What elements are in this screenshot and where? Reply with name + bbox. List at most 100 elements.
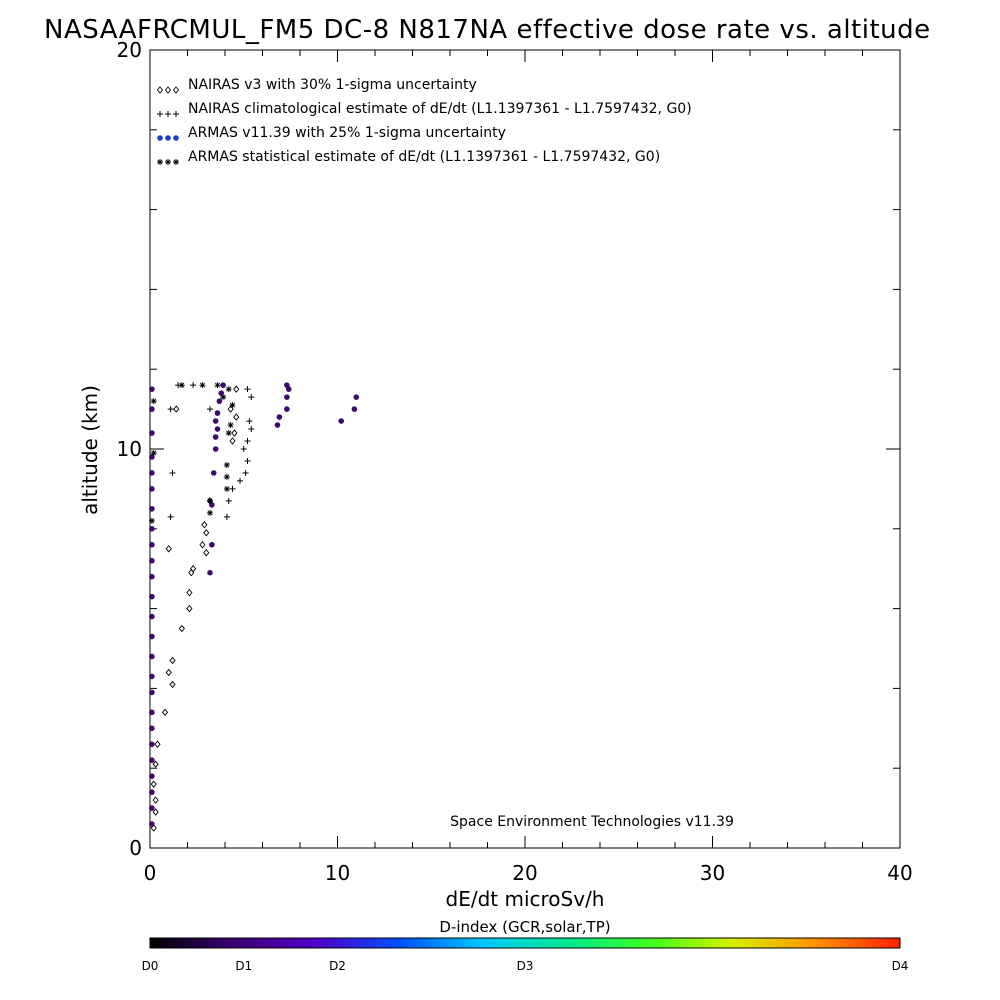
legend-marker-glyph: [165, 111, 171, 117]
legend-marker-glyph: [157, 135, 163, 141]
x-tick-label: 10: [325, 861, 350, 885]
data-point-dot: [149, 633, 155, 640]
data-point-diamond: [231, 429, 238, 437]
colorbar-tick-label: D1: [235, 959, 252, 973]
data-point-diamond: [178, 624, 185, 633]
data-point-star: [220, 394, 227, 401]
data-point-dot: [149, 573, 155, 580]
data-point-dot: [212, 446, 219, 452]
data-point-diamond: [233, 413, 240, 421]
data-point-dot: [149, 653, 155, 660]
data-point-plus: [240, 446, 247, 452]
data-point-dot: [209, 541, 215, 548]
data-point-dot: [149, 789, 155, 795]
data-point-star: [199, 382, 206, 389]
data-point-diamond: [233, 385, 240, 393]
data-point-diamond: [199, 541, 206, 549]
legend-marker-glyph: [156, 86, 164, 94]
data-point-diamond: [203, 549, 210, 557]
data-point-star: [225, 430, 232, 437]
data-point-star: [178, 382, 185, 389]
data-point-diamond: [150, 780, 157, 788]
data-point-diamond: [169, 656, 176, 665]
data-point-diamond: [169, 680, 176, 689]
data-point-dot: [274, 422, 281, 428]
data-point-plus: [244, 386, 251, 393]
legend-label: ARMAS v11.39 with 25% 1-sigma uncertaint…: [188, 125, 506, 141]
legend-item: NAIRAS climatological estimate of dE/dt …: [157, 101, 692, 117]
data-point-dot: [149, 709, 155, 716]
legend: NAIRAS v3 with 30% 1-sigma uncertainty NA…: [156, 77, 692, 165]
legend-label: NAIRAS climatological estimate of dE/dt …: [188, 101, 692, 117]
data-point-star: [150, 398, 157, 405]
data-point-plus: [248, 394, 255, 401]
data-point-dot: [338, 418, 345, 424]
data-point-diamond: [201, 521, 208, 529]
data-point-plus: [229, 485, 236, 492]
data-point-dot: [149, 773, 155, 779]
series-plus: [167, 382, 255, 520]
data-point-dot: [149, 470, 155, 476]
legend-item: ARMAS v11.39 with 25% 1-sigma uncertaint…: [157, 125, 506, 141]
data-point-dot: [207, 569, 213, 576]
x-axis-label: dE/dt microSv/h: [446, 887, 605, 911]
data-point-plus: [248, 426, 255, 433]
y-axis-label: altitude (km): [78, 385, 102, 515]
legend-marker-glyph: [165, 159, 171, 165]
data-point-star: [150, 449, 157, 456]
colorbar-tick-label: D0: [142, 959, 159, 973]
data-point-dot: [149, 673, 155, 680]
legend-marker-glyph: [157, 111, 163, 117]
data-point-star: [223, 485, 230, 492]
x-tick-label: 0: [144, 861, 157, 885]
data-point-dot: [284, 394, 290, 400]
data-point-plus: [244, 438, 251, 445]
colorbar-tick-label: D4: [892, 959, 909, 973]
data-point-plus: [167, 406, 174, 413]
data-point-plus: [242, 469, 249, 476]
data-point-star: [207, 509, 213, 516]
data-point-dot: [212, 434, 219, 440]
data-point-dot: [149, 689, 155, 696]
data-point-dot: [353, 394, 360, 400]
legend-marker-glyph: [157, 159, 163, 165]
data-point-diamond: [165, 668, 172, 677]
data-point-diamond: [203, 529, 210, 537]
data-point-diamond: [152, 796, 159, 804]
legend-marker-glyph: [173, 135, 179, 141]
series-dot: [149, 382, 360, 827]
colorbar-tick-label: D2: [329, 959, 346, 973]
data-point-dot: [210, 470, 217, 476]
legend-label: NAIRAS v3 with 30% 1-sigma uncertainty: [188, 77, 477, 93]
data-point-dot: [216, 398, 223, 404]
data-point-dot: [149, 386, 155, 392]
data-point-plus: [223, 513, 230, 520]
data-point-dot: [149, 725, 155, 732]
data-point-dot: [276, 414, 283, 420]
y-tick-label: 0: [129, 836, 142, 860]
data-point-plus: [190, 382, 197, 389]
data-point-dot: [149, 526, 155, 532]
colorbar-tick-label: D3: [517, 959, 534, 973]
data-point-plus: [167, 513, 174, 520]
credit-annotation: Space Environment Technologies v11.39: [450, 814, 734, 830]
x-tick-label: 40: [887, 861, 912, 885]
legend-label: ARMAS statistical estimate of dE/dt (L1.…: [188, 149, 660, 165]
data-point-dot: [214, 426, 221, 432]
data-point-diamond: [152, 808, 159, 816]
data-point-dot: [149, 486, 155, 492]
x-tick-label: 30: [700, 861, 725, 885]
legend-marker-glyph: [172, 86, 180, 94]
y-tick-label: 10: [117, 437, 142, 461]
data-point-diamond: [186, 588, 193, 597]
data-point-diamond: [186, 604, 193, 613]
data-point-dot: [149, 454, 155, 460]
data-point-diamond: [190, 564, 197, 573]
legend-item: ARMAS statistical estimate of dE/dt (L1.…: [157, 149, 660, 165]
legend-marker: [157, 111, 179, 117]
legend-marker: [157, 159, 179, 165]
data-point-diamond: [188, 568, 195, 577]
data-point-diamond: [229, 437, 236, 445]
legend-marker-glyph: [173, 159, 179, 165]
data-point-dot: [149, 741, 155, 748]
